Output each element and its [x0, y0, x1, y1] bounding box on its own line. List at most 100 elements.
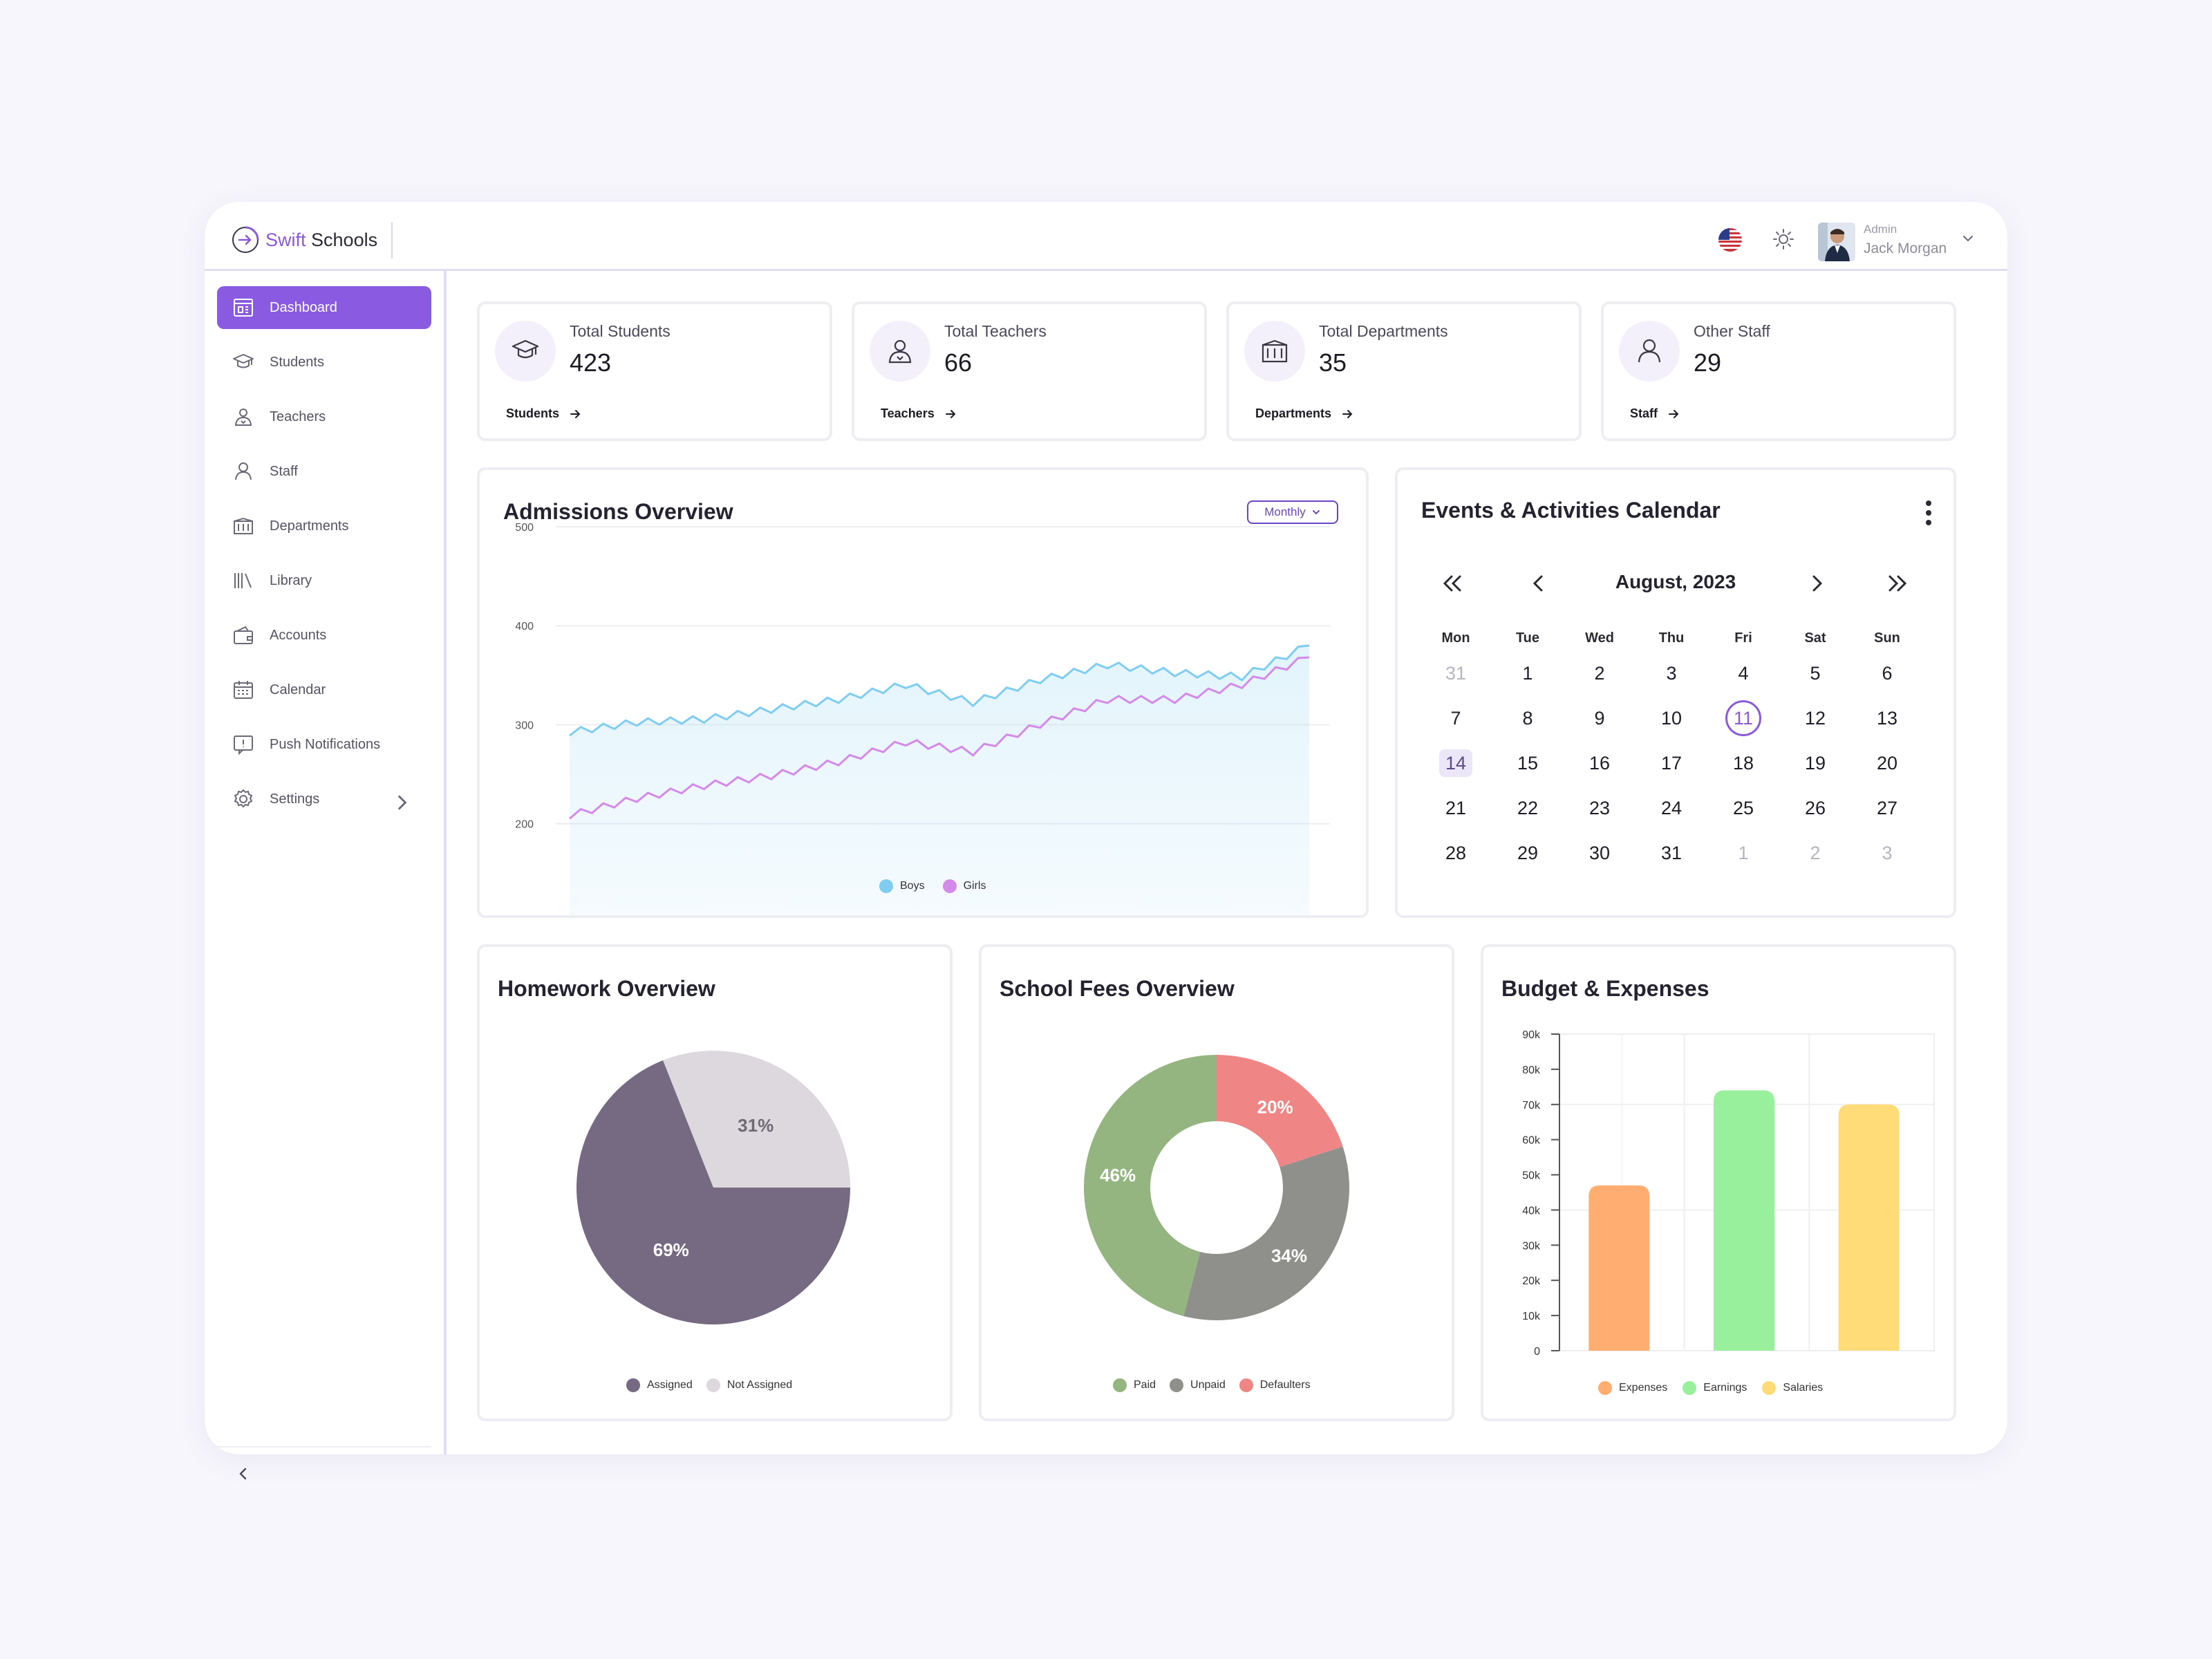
- period-dropdown-label: Monthly: [1264, 505, 1306, 518]
- card-title: Admissions Overview: [503, 499, 733, 524]
- previous-month-icon[interactable]: [1524, 568, 1554, 599]
- chevron-right-icon: [398, 795, 407, 810]
- calendar-date[interactable]: 31: [1445, 663, 1467, 684]
- y-tick-label: 300: [515, 720, 534, 731]
- budget-expenses-card: Budget & Expenses 0 10k 20k 30k 40k 50k 60k 70k…: [1481, 944, 1956, 1421]
- legend-swatch: [942, 879, 957, 893]
- bar-earnings: [1714, 1090, 1774, 1351]
- previous-year-icon[interactable]: [1436, 568, 1467, 599]
- bar-expenses: [1588, 1185, 1650, 1351]
- more-options-icon[interactable]: [1924, 499, 1933, 527]
- y-tick-label: 500: [515, 522, 534, 534]
- weekday-label: Wed: [1585, 630, 1614, 646]
- user-icon: [1619, 321, 1680, 382]
- homework-legend: Assigned Not Assigned: [626, 1378, 792, 1392]
- calendar-date[interactable]: 17: [1660, 753, 1683, 774]
- calendar-date[interactable]: 7: [1450, 708, 1461, 729]
- next-year-icon[interactable]: [1883, 568, 1913, 599]
- calendar-date[interactable]: 11: [1725, 700, 1761, 736]
- sidebar-item-settings[interactable]: Settings: [217, 778, 431, 821]
- sidebar-item-push-notifications[interactable]: Push Notifications: [217, 723, 431, 766]
- events-calendar-card: Events & Activities Calendar August, 202…: [1395, 467, 1956, 918]
- stat-value: 66: [944, 348, 973, 377]
- calendar-date[interactable]: 9: [1594, 708, 1605, 729]
- calendar-date[interactable]: 16: [1588, 753, 1611, 774]
- calendar-date[interactable]: 25: [1732, 798, 1754, 818]
- donut-value-label: 46%: [1100, 1165, 1136, 1185]
- legend-item-unpaid: Unpaid: [1170, 1378, 1226, 1392]
- calendar-date[interactable]: 18: [1732, 753, 1754, 774]
- calendar-date[interactable]: 1: [1738, 843, 1749, 863]
- calendar-date[interactable]: 19: [1804, 753, 1826, 774]
- sidebar-item-accounts[interactable]: Accounts: [217, 614, 431, 657]
- departments-link[interactable]: Departments: [1255, 406, 1353, 421]
- us-flag-icon[interactable]: [1718, 228, 1742, 252]
- calendar-date[interactable]: 15: [1517, 753, 1539, 774]
- calendar-date[interactable]: 28: [1445, 843, 1467, 863]
- legend-item-defaulters: Defaulters: [1239, 1378, 1311, 1392]
- sidebar-item-staff[interactable]: Staff: [217, 450, 431, 493]
- weekday-label: Sat: [1804, 630, 1826, 646]
- y-tick-label: 90k: [1522, 1029, 1541, 1041]
- calendar-date[interactable]: 2: [1810, 843, 1821, 863]
- sidebar-item-dashboard[interactable]: Dashboard: [217, 286, 431, 329]
- teachers-link[interactable]: Teachers: [881, 406, 957, 421]
- calendar-date[interactable]: 2: [1594, 663, 1605, 684]
- calendar-date[interactable]: 5: [1810, 663, 1821, 684]
- calendar-date[interactable]: 3: [1666, 663, 1677, 684]
- avatar[interactable]: [1818, 223, 1855, 261]
- chevron-down-icon: [1312, 510, 1320, 515]
- period-dropdown[interactable]: Monthly: [1247, 500, 1338, 524]
- calendar-date[interactable]: 30: [1588, 843, 1611, 863]
- sidebar-item-students[interactable]: Students: [217, 341, 431, 384]
- card-title: Events & Activities Calendar: [1421, 498, 1721, 523]
- school-fees-overview-card: School Fees Overview 46% 34% 20% Paid Unpa…: [979, 944, 1454, 1421]
- staff-link[interactable]: Staff: [1630, 406, 1680, 421]
- calendar-date[interactable]: 21: [1445, 798, 1467, 818]
- calendar-date[interactable]: 13: [1876, 708, 1898, 729]
- sidebar-item-teachers[interactable]: Teachers: [217, 395, 431, 438]
- y-tick-label: 10k: [1522, 1311, 1541, 1322]
- calendar-date[interactable]: 20: [1876, 753, 1898, 774]
- brand-logo[interactable]: Swift Schools: [229, 223, 377, 257]
- legend-item-girls: Girls: [942, 879, 986, 893]
- calendar-date[interactable]: 14: [1439, 749, 1472, 777]
- user-name[interactable]: Jack Morgan: [1864, 241, 1947, 256]
- legend-item-earnings: Earnings: [1683, 1381, 1747, 1395]
- homework-pie-chart: 69% 31%: [577, 1051, 850, 1324]
- calendar-date[interactable]: 3: [1882, 843, 1893, 863]
- chevron-down-icon[interactable]: [1960, 231, 1976, 246]
- calendar-date[interactable]: 23: [1588, 798, 1611, 818]
- fees-donut-chart: 46% 34% 20%: [1084, 1055, 1349, 1320]
- sidebar-item-label: Library: [270, 572, 312, 588]
- calendar-date[interactable]: 22: [1517, 798, 1539, 818]
- students-link[interactable]: Students: [506, 406, 581, 421]
- sidebar-item-calendar[interactable]: Calendar: [217, 668, 431, 711]
- calendar-date[interactable]: 8: [1522, 708, 1533, 729]
- user-icon: [235, 462, 252, 480]
- sidebar-item-label: Students: [270, 354, 324, 370]
- calendar-date[interactable]: 27: [1876, 798, 1898, 818]
- calendar-date[interactable]: 4: [1738, 663, 1749, 684]
- fees-legend: Paid Unpaid Defaulters: [1113, 1378, 1311, 1392]
- calendar-date[interactable]: 12: [1804, 708, 1826, 729]
- next-month-icon[interactable]: [1801, 568, 1832, 599]
- sidebar-item-departments[interactable]: Departments: [217, 505, 431, 547]
- calendar-date[interactable]: 26: [1804, 798, 1826, 818]
- legend-swatch: [1170, 1378, 1184, 1392]
- calendar-date[interactable]: 10: [1660, 708, 1683, 729]
- legend-swatch: [1683, 1381, 1697, 1395]
- calendar-date[interactable]: 1: [1522, 663, 1533, 684]
- brand-name: Swift Schools: [265, 229, 378, 250]
- calendar-date[interactable]: 29: [1517, 843, 1539, 863]
- calendar-date[interactable]: 24: [1660, 798, 1683, 818]
- legend-swatch: [879, 879, 893, 893]
- calendar-date[interactable]: 31: [1660, 843, 1683, 863]
- sun-icon[interactable]: [1771, 227, 1796, 252]
- sidebar-item-library[interactable]: Library: [217, 559, 431, 602]
- donut-value-label: 20%: [1257, 1097, 1293, 1118]
- collapse-sidebar-icon[interactable]: [234, 1464, 253, 1483]
- calendar-date[interactable]: 6: [1882, 663, 1893, 684]
- sidebar-item-label: Dashboard: [270, 299, 337, 315]
- books-icon: [234, 573, 252, 588]
